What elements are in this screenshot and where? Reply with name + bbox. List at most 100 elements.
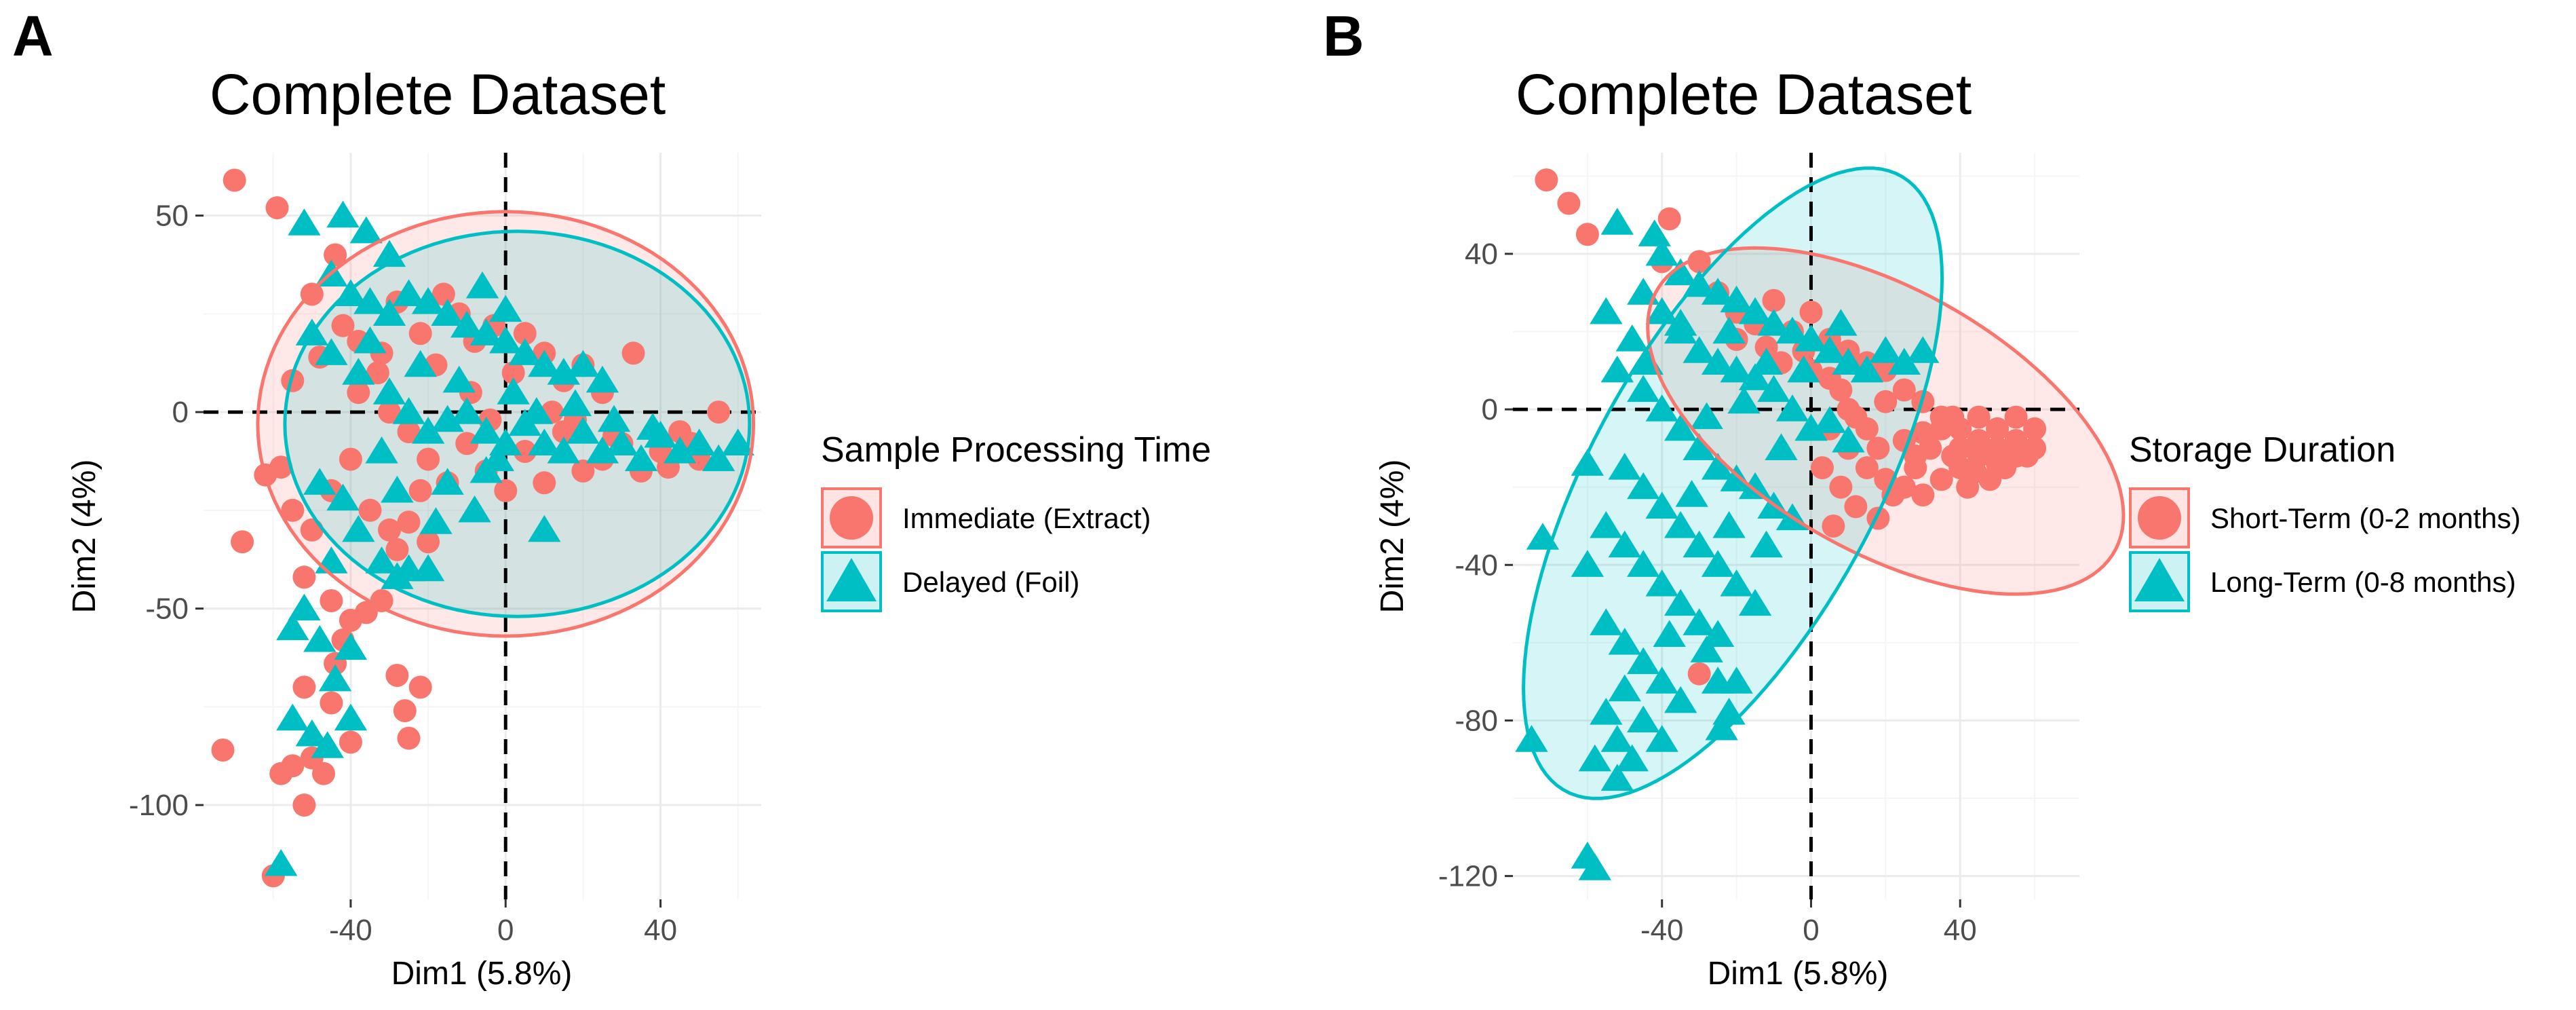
- point-2-b: [1653, 620, 1686, 648]
- legend-key-circle-a: [830, 496, 873, 540]
- point-2-b: [1590, 608, 1623, 635]
- point-2-b: [1794, 413, 1828, 441]
- point-2-b: [1608, 627, 1642, 655]
- point-1-a: [417, 447, 440, 471]
- point-2-a: [311, 731, 344, 758]
- point-1-a: [265, 196, 289, 220]
- point-2-b: [1683, 336, 1716, 363]
- point-2-b: [1690, 402, 1723, 430]
- point-2-a: [353, 287, 387, 314]
- point-2-a: [411, 554, 445, 582]
- legend-title-b: Storage Duration: [2129, 430, 2396, 470]
- point-2-b: [1600, 725, 1634, 752]
- point-1-b: [1929, 468, 1953, 491]
- x-tick-label-b: 0: [1803, 914, 1819, 947]
- point-2-b: [1787, 355, 1820, 383]
- point-2-a: [566, 350, 600, 377]
- point-2-b: [1590, 698, 1623, 725]
- point-2-a: [342, 515, 375, 542]
- point-1-a: [431, 282, 455, 306]
- point-2-a: [365, 546, 398, 574]
- point-2-b: [1794, 324, 1828, 352]
- point-2-b: [1627, 705, 1660, 733]
- point-2-a: [419, 507, 453, 534]
- point-2-b: [1750, 530, 1783, 558]
- point-2-b: [1590, 297, 1623, 324]
- point-1-a: [494, 479, 518, 502]
- point-1-a: [231, 530, 254, 554]
- point-2-a: [334, 279, 368, 307]
- point-2-b: [1600, 208, 1634, 235]
- point-2-a: [431, 299, 464, 326]
- point-2-b: [1813, 406, 1847, 433]
- point-1-b: [1874, 390, 1898, 413]
- point-1-b: [1948, 436, 1972, 460]
- point-1-a: [292, 793, 316, 817]
- point-2-a: [566, 417, 600, 444]
- point-1-a: [408, 479, 432, 502]
- point-2-b: [1578, 853, 1612, 880]
- point-2-b: [1727, 386, 1761, 414]
- point-2-b: [1720, 464, 1753, 491]
- point-2-b: [1738, 297, 1772, 324]
- point-1-b: [1811, 456, 1834, 480]
- legend-key-triangle-b: [2134, 558, 2185, 601]
- point-1-b: [1986, 417, 2010, 441]
- legend-label-2-b: Long-Term (0-8 months): [2210, 566, 2516, 598]
- point-2-a: [326, 200, 360, 228]
- point-2-a: [450, 397, 484, 424]
- point-1-a: [339, 730, 362, 754]
- panel-b: B Complete Dataset -40 0 40 40 0 -40 -80 -120 D…: [1323, 4, 2520, 992]
- point-2-b: [1590, 511, 1623, 538]
- point-1-b: [1904, 444, 1927, 468]
- point-2-a: [636, 413, 670, 440]
- point-2-a: [469, 417, 503, 444]
- plot-title-b: Complete Dataset: [1516, 62, 1972, 126]
- point-2-a: [276, 703, 309, 731]
- point-2-b: [1664, 413, 1697, 441]
- point-2-b: [1683, 608, 1716, 635]
- point-2-a: [392, 279, 425, 307]
- point-2-a: [411, 287, 445, 314]
- point-1-b: [1575, 223, 1599, 246]
- point-1-b: [1986, 452, 2010, 476]
- legend-key-triangle-a: [826, 558, 877, 601]
- point-1-a: [300, 518, 324, 542]
- point-2-b: [1750, 348, 1783, 375]
- legend-b: Storage Duration Short-Term (0-2 months)…: [2129, 430, 2520, 612]
- point-1-a: [320, 589, 343, 612]
- point-2-b: [1701, 453, 1735, 480]
- point-1-b: [1911, 421, 1935, 445]
- point-2-a: [276, 613, 309, 641]
- point-2-a: [411, 417, 445, 444]
- ellipse-outline-1-b: [1646, 246, 2126, 596]
- point-2-b: [1738, 588, 1772, 616]
- point-2-a: [469, 318, 503, 345]
- point-1-a: [320, 691, 343, 715]
- point-2-b: [1832, 348, 1865, 375]
- x-tick-label-a: 0: [497, 914, 514, 947]
- point-2-b: [1720, 667, 1753, 694]
- y-tick-label-b: 0: [1482, 393, 1498, 426]
- y-tick-label-a: 0: [172, 396, 189, 429]
- point-2-a: [334, 633, 368, 660]
- point-2-a: [303, 624, 337, 652]
- point-2-a: [547, 358, 581, 385]
- point-2-b: [1645, 667, 1678, 694]
- x-axis-title-b: Dim1 (5.8%): [1708, 956, 1889, 992]
- ellipse-outline-2-a: [283, 229, 752, 618]
- point-2-b: [1765, 433, 1798, 461]
- point-2-b: [1571, 550, 1604, 577]
- point-2-b: [1675, 480, 1708, 507]
- legend-a: Sample Processing Time Immediate (Extrac…: [821, 430, 1211, 612]
- point-2-a: [372, 299, 406, 326]
- point-2-b: [1757, 375, 1790, 403]
- point-2-b: [1608, 530, 1642, 558]
- point-1-a: [397, 510, 421, 534]
- point-1-a: [408, 675, 432, 699]
- point-2-a: [489, 295, 522, 322]
- point-2-a: [450, 310, 484, 338]
- point-1-a: [408, 322, 432, 345]
- point-2-b: [1738, 363, 1772, 390]
- point-2-b: [1701, 620, 1735, 648]
